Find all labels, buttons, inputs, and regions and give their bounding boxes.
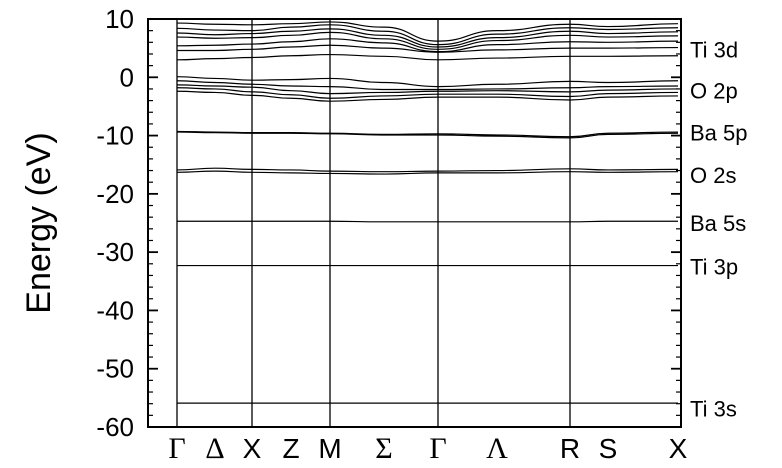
y-tick-label: -10 [96,121,134,151]
band-line-9 [176,84,679,95]
y-tick-label: 0 [120,62,134,92]
k-point-label: Δ [205,432,224,465]
band-line-1 [176,24,679,46]
band-label: O 2s [690,163,736,188]
band-lines [176,21,679,404]
y-axis-tick-labels: 10 0 -10 -20 -30 -40 -50 -60 [96,4,134,442]
band-labels: Ti 3d O 2p Ba 5p O 2s Ba 5s Ti 3p Ti 3s [690,37,748,421]
band-line-14 [176,167,679,173]
band-line-11 [176,90,679,102]
band-line-4 [176,38,679,53]
band-line-3 [176,31,679,50]
band-line-15 [176,170,679,175]
k-point-label: X [243,433,262,464]
y-tick-label: 10 [105,4,134,34]
y-tick-label: -60 [96,412,134,442]
y-axis-label: Energy (eV) [20,132,58,313]
band-label: Ba 5s [690,211,746,236]
band-line-2 [176,28,679,48]
band-label: Ti 3s [690,396,737,421]
k-point-label: R [560,433,580,464]
band-line-6 [176,53,679,61]
band-line-13 [176,131,679,139]
band-label: Ba 5p [690,121,748,146]
k-point-label: X [669,433,688,464]
band-label: Ti 3p [690,255,738,280]
y-axis-ticks [148,18,681,428]
band-line-10 [176,87,679,99]
band-line-16 [176,220,678,223]
y-tick-label: -50 [96,354,134,384]
band-label: O 2p [690,79,738,104]
k-point-label: Λ [486,432,508,465]
y-tick-label: -40 [96,295,134,325]
k-point-label: Γ [168,432,185,465]
band-line-7 [176,76,679,88]
k-point-label: Γ [429,432,446,465]
y-tick-label: -20 [96,179,134,209]
k-point-label: Σ [375,432,392,465]
band-line-0 [176,21,679,42]
band-label: Ti 3d [690,37,738,62]
k-point-label: M [318,433,341,464]
band-line-8 [176,80,679,91]
y-tick-label: -30 [96,237,134,267]
band-line-5 [177,44,679,53]
k-point-divider-lines [176,19,571,427]
k-point-label: S [599,433,618,464]
k-point-label: Z [282,433,299,464]
plot-frame [147,18,682,428]
